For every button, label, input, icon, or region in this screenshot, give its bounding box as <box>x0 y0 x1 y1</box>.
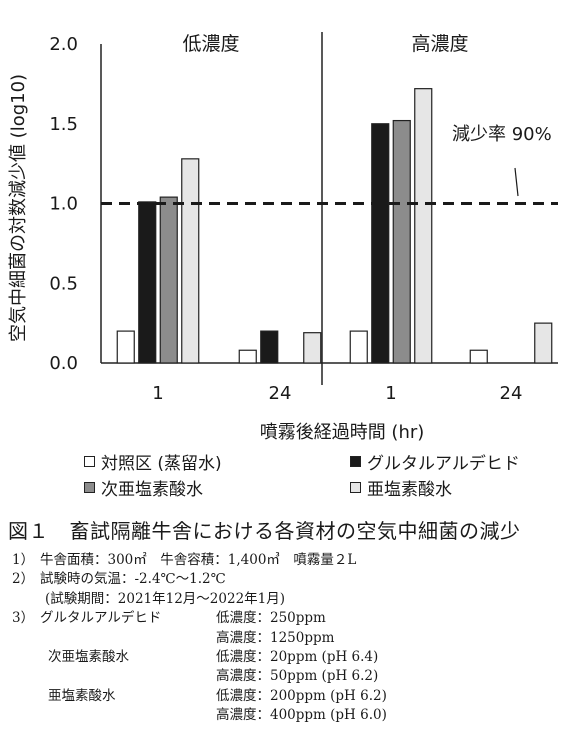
footnote-text: グルタルアルデヒド <box>40 610 162 627</box>
legend-item-glutaraldehyde: グルタルアルデヒド <box>350 449 520 474</box>
y-tick-label: 1.5 <box>49 114 78 135</box>
bar <box>469 349 488 364</box>
footnote-detail: 高濃度：1250ppm <box>216 629 335 646</box>
footnote-detail: 低濃度：250ppm <box>216 610 326 627</box>
y-tick-label: 0.0 <box>49 353 78 374</box>
legend-swatch-control <box>84 456 95 467</box>
legend-label-chlorous: 亜塩素酸水 <box>367 480 452 500</box>
bar <box>238 349 257 364</box>
footnote-detail: 高濃度：50ppm (pH 6.2) <box>216 668 379 685</box>
y-tick-label: 1.0 <box>49 194 78 215</box>
bar <box>181 158 200 364</box>
legend-item-hypochlorous: 次亜塩素酸水 <box>84 475 203 500</box>
footnote-text: (試験期間：2021年12月～2022年1月) <box>45 590 286 607</box>
reference-label: 減少率 90% <box>452 124 552 145</box>
x-axis-label: 噴霧後経過時間 (hr) <box>260 422 425 443</box>
y-axis-label: 空気中細菌の対数減少値 (log10) <box>8 74 29 342</box>
x-tick-label: 1 <box>385 383 396 404</box>
legend-label-control: 対照区 (蒸留水) <box>101 454 222 474</box>
bar <box>349 330 368 364</box>
legend-item-chlorous: 亜塩素酸水 <box>350 475 452 500</box>
footnote-row: 亜塩素酸水 低濃度：200ppm (pH 6.2) <box>0 684 585 704</box>
bar <box>260 330 279 364</box>
footnote-detail: 高濃度：400ppm (pH 6.0) <box>216 707 387 724</box>
footnote-row: 3） グルタルアルデヒド 低濃度：250ppm <box>0 606 585 627</box>
y-tick-label: 2.0 <box>49 34 78 55</box>
x-tick-label: 1 <box>152 383 163 404</box>
y-tick-label: 0.5 <box>49 273 78 294</box>
bar <box>138 201 157 364</box>
footnote-text: 牛舎面積：300㎡ 牛舎容積：1,400㎥ 噴霧量２L <box>40 552 357 568</box>
bar <box>414 88 433 364</box>
footnote-number: 1） <box>12 552 35 568</box>
footnote-text: 試験時の気温：-2.4℃～1.2℃ <box>40 571 226 588</box>
x-tick-label: 24 <box>500 383 523 404</box>
bar <box>371 123 390 364</box>
reference-leader-line <box>514 167 519 197</box>
footnote-row: 2） 試験時の気温：-2.4℃～1.2℃ <box>0 567 585 588</box>
legend-label-glutaraldehyde: グルタルアルデヒド <box>367 454 520 474</box>
footnote-detail: 低濃度：200ppm (pH 6.2) <box>216 687 387 704</box>
panel-title: 低濃度 <box>182 33 239 55</box>
footnote-row: 高濃度：1250ppm <box>0 626 585 646</box>
legend-swatch-glutaraldehyde <box>350 456 361 467</box>
footnote-number: 3） <box>12 610 35 627</box>
figure-caption: 図１ 畜試隔離牛舎における各資材の空気中細菌の減少 <box>8 519 521 543</box>
bar-chart: 空気中細菌の対数減少値 (log10) 噴霧後経過時間 (hr) 0.0 0.5 1… <box>8 32 558 443</box>
bar <box>116 330 135 364</box>
footnote-row: 1） 牛舎面積：300㎡ 牛舎容積：1,400㎥ 噴霧量２L <box>0 548 585 568</box>
footnote-row: (試験期間：2021年12月～2022年1月) <box>0 587 585 607</box>
bar <box>392 119 411 364</box>
legend-swatch-chlorous <box>350 482 361 493</box>
footnote-text: 次亜塩素酸水 <box>48 649 129 665</box>
legend-item-control: 対照区 (蒸留水) <box>84 449 222 474</box>
footnote-text: 亜塩素酸水 <box>48 687 116 704</box>
footnote-row: 高濃度：400ppm (pH 6.0) <box>0 703 585 724</box>
footnote-number: 2） <box>12 571 35 588</box>
bar <box>303 332 322 364</box>
legend-label-hypochlorous: 次亜塩素酸水 <box>101 480 203 500</box>
panel-title: 高濃度 <box>411 33 468 55</box>
bar <box>159 196 178 364</box>
bar <box>534 322 553 364</box>
footnote-detail: 低濃度：20ppm (pH 6.4) <box>216 649 379 665</box>
footnote-row: 高濃度：50ppm (pH 6.2) <box>0 664 585 685</box>
footnote-row: 次亜塩素酸水 低濃度：20ppm (pH 6.4) <box>0 645 585 665</box>
x-tick-label: 24 <box>269 383 292 404</box>
legend-swatch-hypochlorous <box>84 482 95 493</box>
